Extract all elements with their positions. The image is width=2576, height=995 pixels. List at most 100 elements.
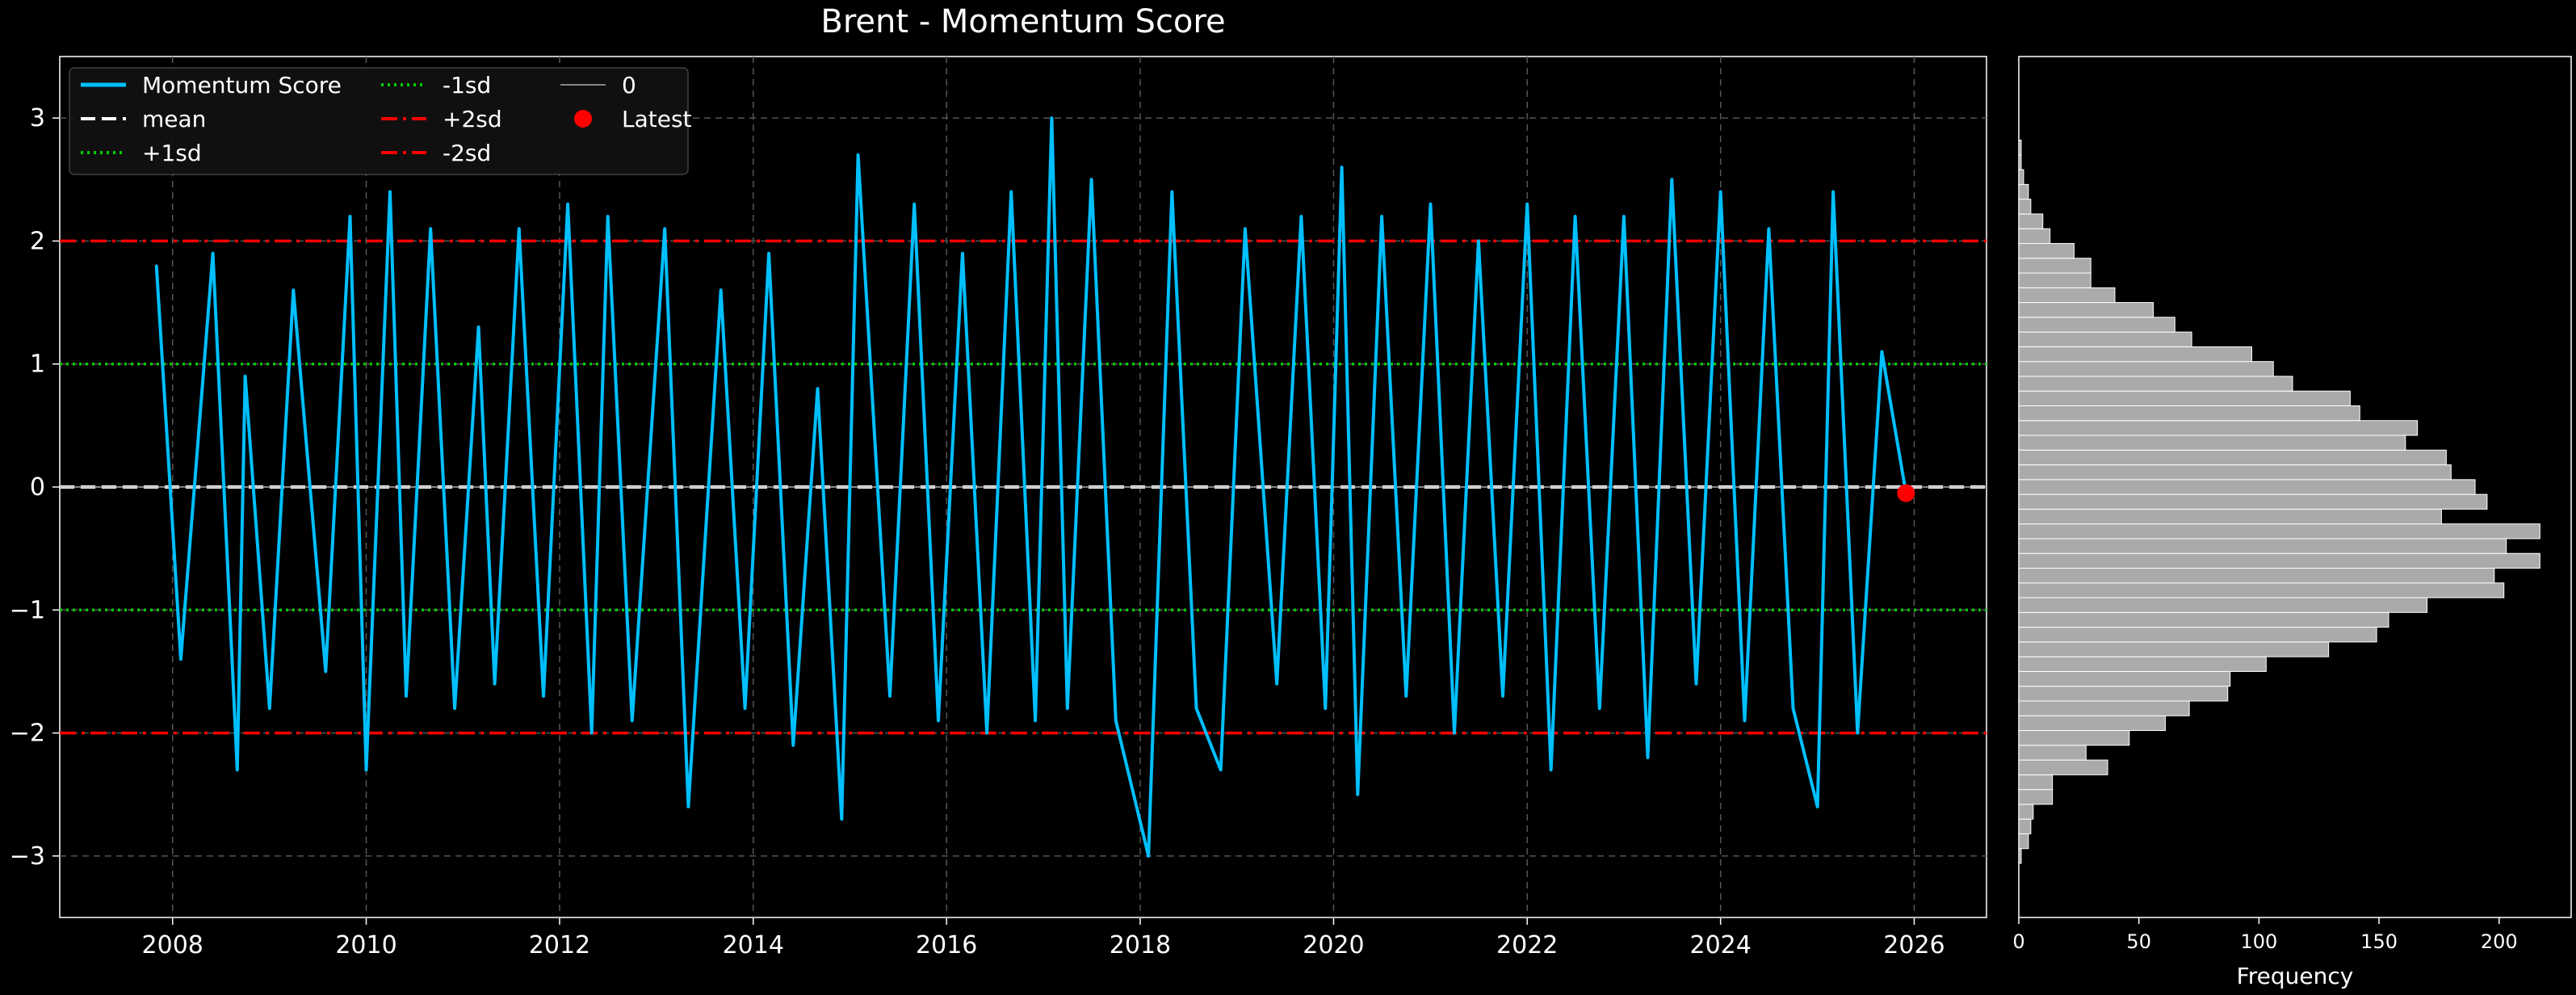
series-point	[477, 325, 480, 329]
histogram-bar	[2018, 317, 2175, 333]
series-point	[493, 682, 497, 686]
y-tick-label: 2	[30, 227, 45, 255]
series-point	[961, 252, 964, 255]
series-point	[913, 203, 916, 206]
series-point	[1170, 191, 1173, 194]
series-point	[1219, 768, 1223, 771]
legend-label: mean	[142, 106, 206, 132]
histogram-bar	[2018, 641, 2330, 657]
series-group	[154, 116, 1915, 858]
main-plot: 2008 2010 2012 2014 2016 2018 2020 2022 2024 2026…	[10, 56, 1987, 959]
series-point	[1646, 756, 1649, 759]
histogram-bar	[2018, 523, 2540, 539]
y-tick-label: −1	[10, 596, 45, 624]
series-point	[1670, 178, 1673, 181]
x-tick-label: 2014	[723, 931, 784, 959]
series-point	[720, 288, 723, 292]
series-point	[1299, 215, 1303, 218]
histogram-bar	[2018, 435, 2406, 451]
histogram-bar	[2018, 154, 2022, 170]
histogram-x-tick-label: 50	[2126, 930, 2151, 953]
series-point	[236, 768, 239, 771]
series-point	[1034, 719, 1037, 722]
histogram-bar	[2018, 508, 2442, 525]
histogram-bar	[2018, 376, 2293, 392]
histogram-bar	[2018, 258, 2091, 274]
histogram-bar	[2018, 272, 2091, 288]
series-point	[542, 695, 545, 698]
legend-label: Latest	[622, 106, 692, 132]
histogram-bar	[2018, 493, 2488, 510]
legend-swatch-latest	[574, 110, 592, 128]
series-point	[1880, 350, 1883, 353]
series-point	[292, 288, 295, 292]
series-point	[857, 153, 860, 157]
histogram-bar	[2018, 183, 2029, 200]
histogram-bar	[2018, 759, 2108, 775]
series-point	[324, 670, 327, 673]
series-point	[179, 657, 183, 661]
histogram-bar	[2018, 670, 2231, 687]
histogram-bar	[2018, 745, 2087, 761]
histogram-bar	[2018, 213, 2044, 229]
series-point	[1275, 682, 1278, 686]
y-ticks: −3 −2 −1 0 1 2 3	[10, 104, 60, 871]
y-tick-label: −3	[10, 842, 45, 871]
series-point	[1244, 227, 1247, 230]
series-point	[1622, 215, 1626, 218]
series-point	[1009, 191, 1013, 194]
series-point	[888, 695, 892, 698]
series-point	[566, 203, 569, 206]
series-point	[1356, 793, 1359, 796]
histogram-bar	[2018, 302, 2154, 318]
x-tick-label: 2024	[1689, 931, 1751, 959]
histogram-bar	[2018, 449, 2447, 466]
histogram-x-tick-label: 100	[2240, 930, 2277, 953]
y-tick-label: 3	[30, 104, 45, 132]
histogram-bar	[2018, 818, 2032, 834]
histogram-bar	[2018, 464, 2452, 481]
x-tick-label: 2008	[142, 931, 203, 959]
x-tick-label: 2016	[916, 931, 977, 959]
series-point	[365, 768, 368, 771]
series-point	[631, 719, 634, 722]
histogram-bar	[2018, 774, 2054, 791]
series-point	[985, 732, 988, 735]
series-point	[1050, 116, 1053, 120]
series-point	[791, 744, 795, 747]
series-point	[686, 805, 690, 808]
series-point	[429, 227, 432, 230]
series-point	[937, 719, 940, 722]
histogram-bar	[2018, 479, 2476, 495]
series-point	[1792, 707, 1795, 710]
histogram-bar	[2018, 597, 2428, 613]
series-point	[1501, 695, 1504, 698]
series-point	[1574, 215, 1577, 218]
series-point	[1066, 707, 1069, 710]
histogram-bar	[2018, 331, 2192, 347]
histogram-x-tick-label: 150	[2360, 930, 2398, 953]
histogram-bar	[2018, 242, 2075, 259]
series-point	[388, 191, 392, 194]
series-point	[1453, 732, 1456, 735]
histogram-bar	[2018, 552, 2540, 569]
histogram-x-ticks: 0 50 100 150 200	[2012, 917, 2518, 953]
histogram-bar	[2018, 686, 2229, 702]
histogram-bar	[2018, 199, 2032, 215]
histogram-x-tick-label: 0	[2012, 930, 2024, 953]
series-point	[1090, 178, 1093, 181]
series-point	[1694, 682, 1697, 686]
legend-label: 0	[622, 72, 636, 99]
series-point	[212, 252, 215, 255]
legend-box	[69, 67, 689, 175]
histogram-bar	[2018, 656, 2267, 672]
series-point	[744, 707, 747, 710]
series-point	[1429, 203, 1432, 206]
series-point	[590, 732, 594, 735]
x-tick-label: 2026	[1883, 931, 1945, 959]
histogram-plot: 0 50 100 150 200 Frequency	[2012, 56, 2572, 989]
histogram-bar	[2018, 582, 2505, 598]
series-point	[1380, 215, 1383, 218]
histogram-bar	[2018, 611, 2389, 628]
y-tick-label: −2	[10, 720, 45, 748]
